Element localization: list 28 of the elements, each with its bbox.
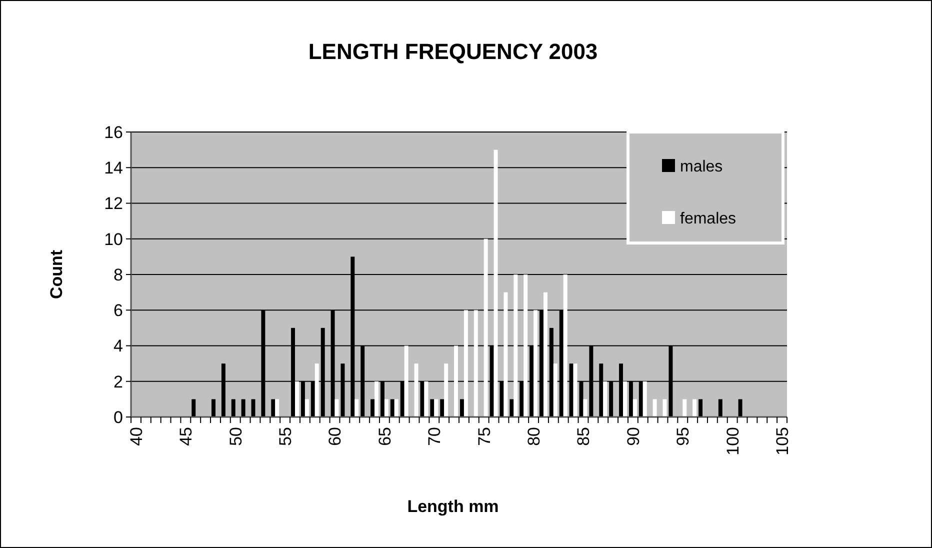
y-tick-label: 16 <box>104 122 123 142</box>
x-tick-label: 90 <box>624 427 643 446</box>
chart-title: LENGTH FREQUENCY 2003 <box>308 39 598 64</box>
y-tick-label: 14 <box>104 158 123 178</box>
y-tick-label: 6 <box>114 301 123 320</box>
y-tick-label: 4 <box>114 336 123 356</box>
x-tick-label: 45 <box>176 427 196 446</box>
x-tick-label: 105 <box>772 427 792 456</box>
x-tick-label: 70 <box>425 427 444 446</box>
y-tick-label: 0 <box>114 408 123 427</box>
x-tick-label: 55 <box>276 427 296 446</box>
x-tick-label: 95 <box>674 427 693 446</box>
x-tick-label: 40 <box>126 427 146 446</box>
x-tick-label: 100 <box>723 427 742 456</box>
legend-label: males <box>680 158 723 176</box>
x-tick-label: 85 <box>574 427 594 446</box>
y-tick-label: 2 <box>114 372 123 392</box>
y-tick-label: 12 <box>104 194 123 214</box>
x-tick-label: 65 <box>375 427 394 446</box>
y-tick-label: 8 <box>114 265 123 284</box>
x-tick-label: 75 <box>474 427 494 446</box>
x-tick-label: 50 <box>226 427 246 446</box>
x-tick-label: 60 <box>326 427 345 446</box>
x-tick-label: 80 <box>524 427 544 446</box>
y-tick-label: 10 <box>104 230 123 249</box>
y-axis-title: Count <box>47 250 66 300</box>
legend-label: females <box>680 210 736 228</box>
x-axis-title: Length mm <box>407 497 499 516</box>
